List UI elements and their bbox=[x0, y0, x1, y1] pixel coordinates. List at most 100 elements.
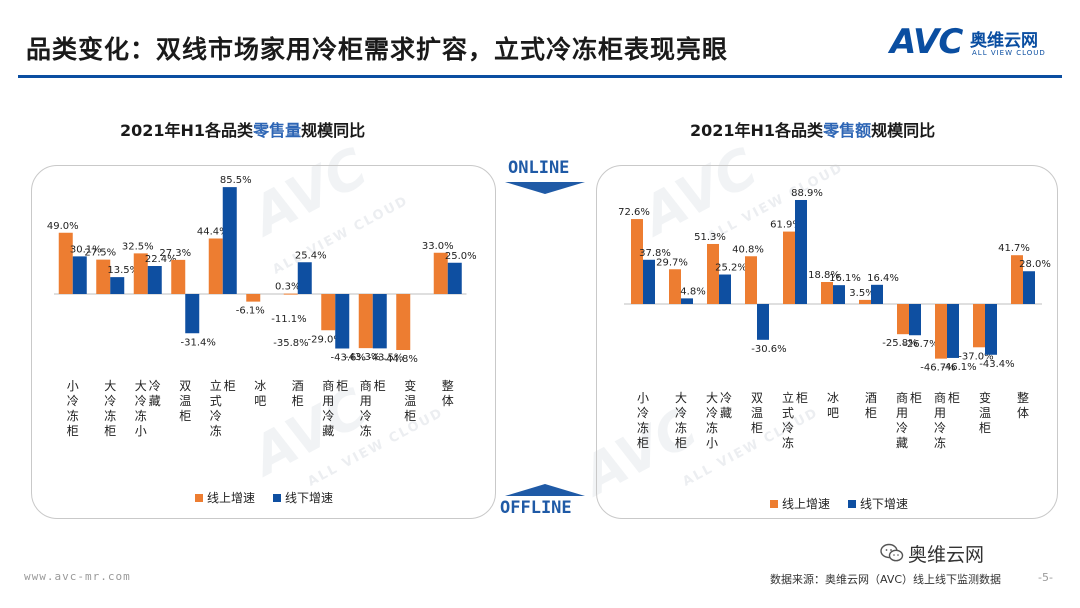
chart-title-value: 2021年H1各品类零售额规模同比 bbox=[690, 117, 935, 141]
data-label-online: -37.0% bbox=[958, 351, 993, 362]
data-label-offline: 85.5% bbox=[220, 175, 252, 186]
chart-title-volume: 2021年H1各品类零售量规模同比 bbox=[120, 117, 365, 141]
brand-logo: AVC 奥维云网 ALL VIEW CLOUD bbox=[890, 22, 1070, 64]
data-label-offline: -43.6% bbox=[331, 353, 366, 364]
data-label-online: -43.3% bbox=[345, 352, 380, 363]
bar-online bbox=[859, 299, 871, 304]
data-label-online: 51.3% bbox=[694, 232, 726, 243]
data-source-note: 数据来源：奥维云网（AVC）线上线下监测数据 bbox=[770, 573, 1002, 586]
category-label: 冰吧 bbox=[827, 391, 839, 420]
bar-online bbox=[58, 232, 73, 294]
data-label-offline: -46.1% bbox=[941, 362, 976, 373]
bar-online bbox=[96, 259, 111, 294]
data-label-offline: 16.1% bbox=[829, 273, 861, 284]
bar-offline bbox=[335, 294, 350, 349]
chart-title-prefix: 2021年H1各品类 bbox=[690, 121, 824, 140]
bar-online bbox=[283, 293, 298, 295]
legend-label-online: 线上增速 bbox=[207, 491, 255, 505]
category-label: 商用冷藏柜 bbox=[322, 378, 348, 438]
bar-online bbox=[783, 231, 795, 304]
bar-offline bbox=[719, 274, 731, 304]
data-label-online: 72.6% bbox=[618, 207, 650, 218]
offline-arrow-icon bbox=[505, 484, 585, 496]
bar-online bbox=[935, 304, 947, 359]
data-label-online: -25.8% bbox=[882, 338, 917, 349]
bar-online bbox=[821, 282, 833, 304]
wechat-account-name: 奥维云网 bbox=[908, 544, 985, 566]
bar-online bbox=[707, 243, 719, 304]
bar-online bbox=[631, 219, 643, 304]
bar-online bbox=[433, 252, 448, 294]
bar-offline bbox=[1023, 271, 1035, 304]
chart-title-suffix: 规模同比 bbox=[871, 121, 936, 140]
data-label-offline: -31.4% bbox=[181, 337, 216, 348]
data-label-offline: 16.4% bbox=[867, 273, 899, 284]
wechat-icon bbox=[880, 543, 904, 562]
bar-online bbox=[1011, 255, 1023, 304]
legend-label-offline: 线下增速 bbox=[860, 497, 908, 511]
bar-online bbox=[396, 294, 411, 350]
legend-swatch-offline bbox=[848, 500, 856, 508]
category-label: 变温柜 bbox=[404, 378, 416, 423]
chart-title-prefix: 2021年H1各品类 bbox=[120, 121, 254, 140]
data-label-offline: 25.4% bbox=[295, 250, 327, 261]
data-label-offline: 37.8% bbox=[639, 248, 671, 259]
bar-offline bbox=[110, 277, 125, 294]
data-label-online: 33.0% bbox=[422, 241, 454, 252]
bar-offline bbox=[681, 298, 693, 304]
bar-offline bbox=[985, 304, 997, 355]
category-label: 小冷冻柜 bbox=[637, 391, 649, 450]
chart-panel-value bbox=[596, 165, 1058, 519]
chart-title-highlight: 零售额 bbox=[823, 121, 872, 140]
category-label: 双温柜 bbox=[751, 391, 763, 435]
bar-offline bbox=[447, 262, 462, 294]
data-label-offline: 30.1% bbox=[70, 244, 102, 255]
data-label-online: 49.0% bbox=[47, 221, 79, 232]
bar-offline bbox=[372, 294, 387, 349]
bar-offline bbox=[297, 262, 312, 294]
data-label-online: 44.4% bbox=[197, 227, 229, 238]
bar-online bbox=[208, 238, 223, 294]
data-label-online: 18.8% bbox=[808, 270, 840, 281]
chart-title-highlight: 零售量 bbox=[253, 121, 302, 140]
data-label-offline: 25.0% bbox=[445, 251, 477, 262]
category-label: 立式冷冻柜 bbox=[782, 390, 808, 450]
chart-title-suffix: 规模同比 bbox=[301, 121, 366, 140]
data-label-online: -46.7% bbox=[920, 363, 955, 374]
category-label: 小冷冻柜 bbox=[67, 379, 79, 438]
page-number: -5- bbox=[1038, 571, 1053, 584]
data-label-online: 0.3% bbox=[275, 282, 300, 293]
data-label-online: -44.8% bbox=[383, 354, 418, 365]
bar-offline bbox=[757, 304, 769, 340]
data-label-online: -29.0% bbox=[308, 334, 343, 345]
category-label: 冰吧 bbox=[254, 379, 266, 408]
bar-online bbox=[358, 294, 373, 349]
category-label: 大冷冻柜 bbox=[104, 379, 116, 438]
data-label-online: 40.8% bbox=[732, 244, 764, 255]
bar-offline bbox=[72, 256, 87, 294]
data-label-offline: -26.7% bbox=[903, 339, 938, 350]
legend-label-offline: 线下增速 bbox=[285, 491, 333, 505]
logo-mark: AVC bbox=[890, 22, 963, 62]
data-label-offline: -30.6% bbox=[751, 344, 786, 355]
category-label: 整体 bbox=[1017, 390, 1029, 420]
bar-online bbox=[669, 269, 681, 304]
online-arrow-icon bbox=[505, 182, 585, 194]
data-label-extra: -11.1% bbox=[271, 314, 306, 325]
bar-offline bbox=[795, 199, 807, 304]
legend-swatch-offline bbox=[273, 494, 281, 502]
category-label: 双温柜 bbox=[179, 379, 191, 423]
data-label-offline: 4.8% bbox=[680, 286, 705, 297]
data-label-offline: 22.4% bbox=[145, 254, 177, 265]
bar-offline bbox=[871, 284, 883, 304]
legend-swatch-online bbox=[195, 494, 203, 502]
header-divider bbox=[18, 75, 1062, 78]
data-label-offline: -43.4% bbox=[979, 359, 1014, 370]
category-label: 商用冷冻柜 bbox=[934, 390, 960, 450]
data-label-online: 29.7% bbox=[656, 257, 688, 268]
bar-offline bbox=[185, 294, 200, 334]
category-label: 立式冷冻柜 bbox=[210, 378, 236, 438]
chart-panel-volume bbox=[31, 165, 496, 519]
bar-online bbox=[171, 259, 186, 294]
